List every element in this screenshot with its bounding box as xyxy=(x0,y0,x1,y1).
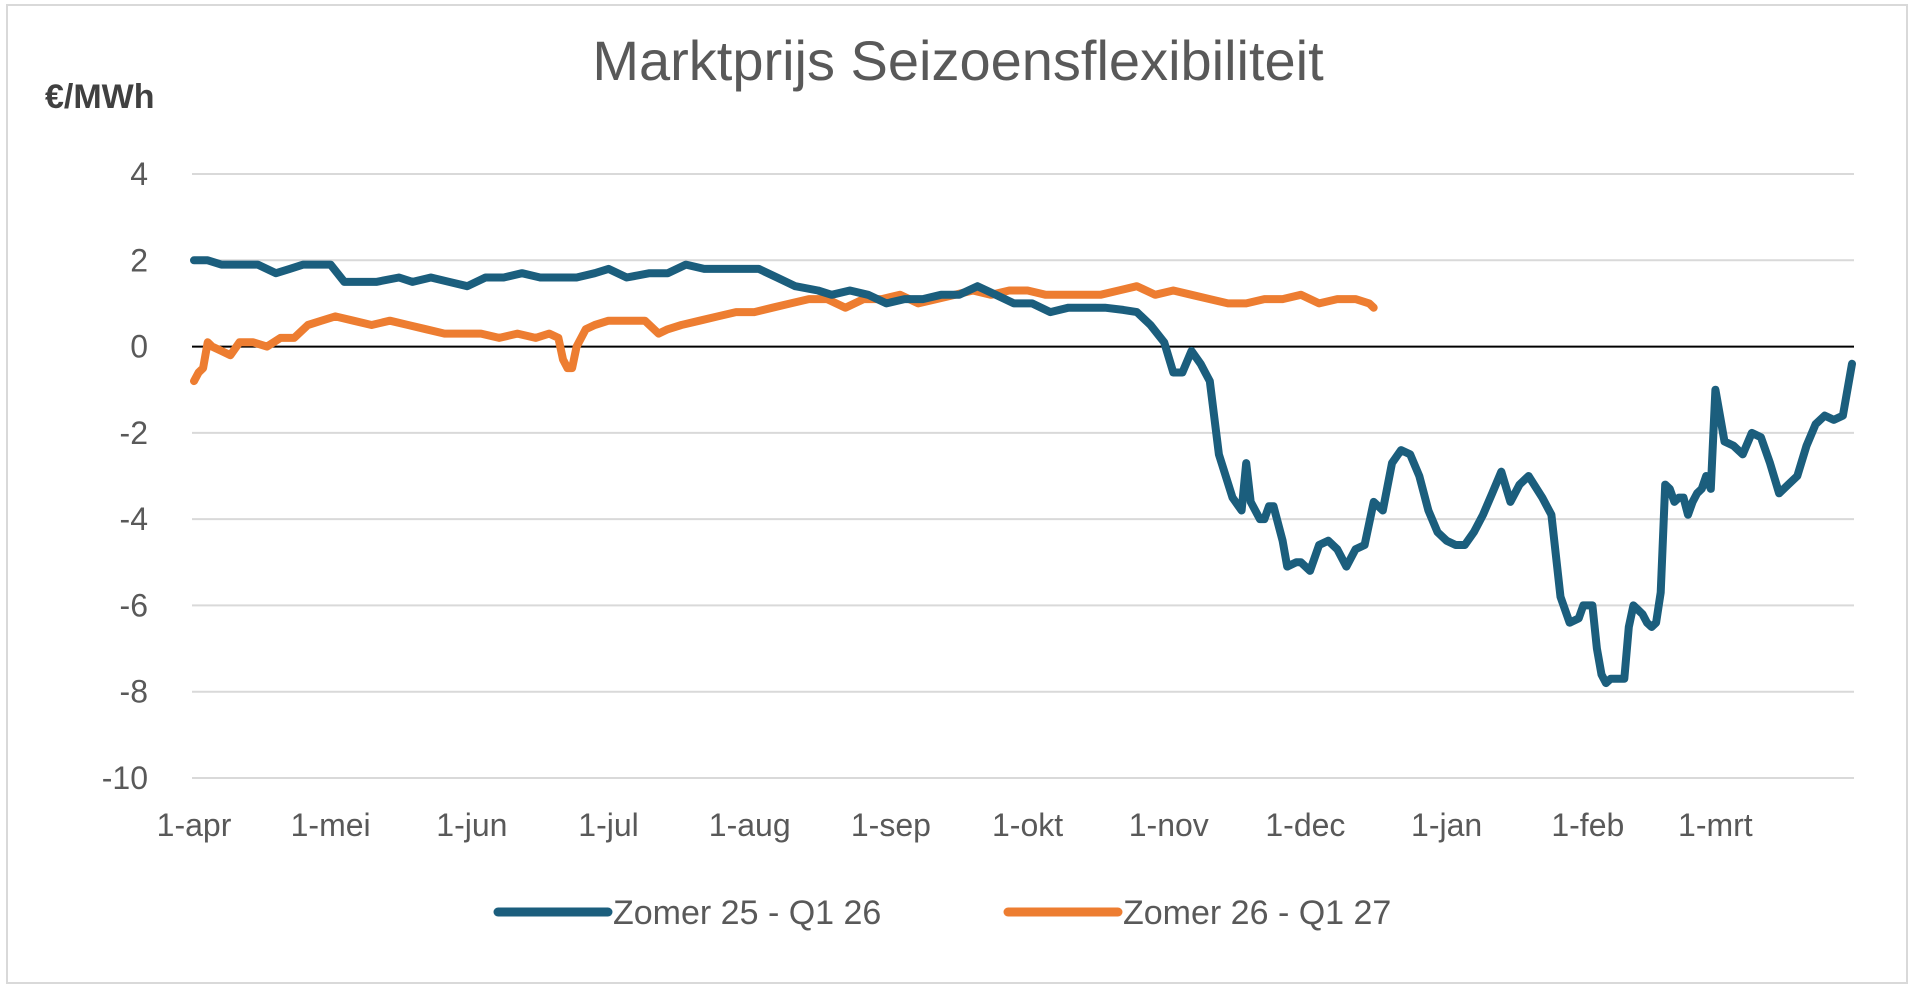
x-tick-label: 1-mei xyxy=(291,807,371,843)
series-line-1 xyxy=(190,256,1856,688)
y-axis-unit-label: €/MWh xyxy=(45,78,155,116)
x-tick-label: 1-dec xyxy=(1265,807,1345,843)
legend-label-2: Zomer 26 - Q1 27 xyxy=(1123,894,1391,932)
series-line-2 xyxy=(190,282,1378,386)
x-tick-label: 1-feb xyxy=(1551,807,1624,843)
gridlines xyxy=(192,173,1854,779)
x-tick-label: 1-nov xyxy=(1129,807,1209,843)
x-axis-ticks: 1-apr 1-mei 1-jun 1-jul 1-aug 1-sep 1-okt 1-nov… xyxy=(157,807,1753,843)
y-tick-label: -10 xyxy=(102,760,148,796)
y-axis-ticks: 4 2 0 -2 -4 -6 -8 -10 xyxy=(102,156,148,796)
y-tick-label: -2 xyxy=(120,415,148,451)
y-tick-label: -8 xyxy=(120,674,148,710)
x-tick-label: 1-jul xyxy=(578,807,638,843)
y-tick-label: -6 xyxy=(120,587,148,623)
chart-title: Marktprijs Seizoensflexibiliteit xyxy=(592,29,1324,92)
series-lines xyxy=(190,256,1856,688)
x-tick-label: 1-jan xyxy=(1411,807,1482,843)
x-tick-label: 1-sep xyxy=(851,807,931,843)
line-chart: Marktprijs Seizoensflexibiliteit €/MWh 4… xyxy=(45,29,1856,932)
legend: Zomer 25 - Q1 26 Zomer 26 - Q1 27 xyxy=(493,894,1391,932)
y-tick-label: -4 xyxy=(120,501,148,537)
x-tick-label: 1-okt xyxy=(992,807,1063,843)
x-tick-label: 1-aug xyxy=(709,807,791,843)
chart-frame: Marktprijs Seizoensflexibiliteit €/MWh 4… xyxy=(6,4,1908,984)
y-tick-label: 4 xyxy=(130,156,148,192)
legend-label-1: Zomer 25 - Q1 26 xyxy=(613,894,881,932)
x-tick-label: 1-jun xyxy=(436,807,507,843)
y-tick-label: 2 xyxy=(130,242,148,278)
y-tick-label: 0 xyxy=(130,329,148,365)
x-tick-label: 1-apr xyxy=(157,807,232,843)
x-tick-label: 1-mrt xyxy=(1678,807,1753,843)
